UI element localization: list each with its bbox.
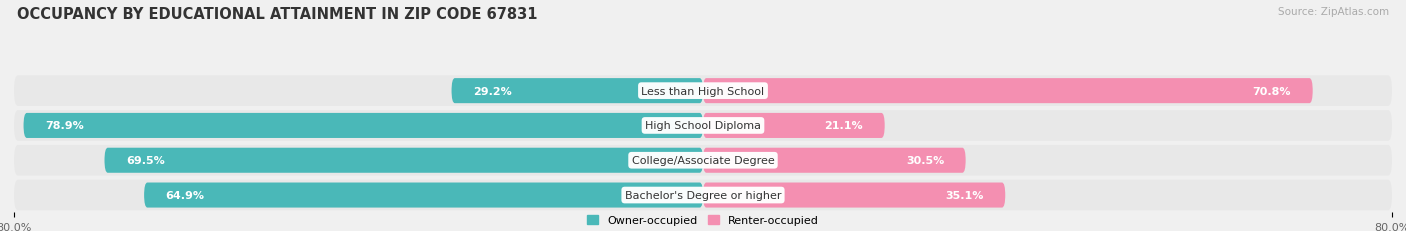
- FancyBboxPatch shape: [703, 113, 884, 138]
- Text: 21.1%: 21.1%: [824, 121, 863, 131]
- Text: 35.1%: 35.1%: [945, 190, 984, 200]
- FancyBboxPatch shape: [14, 111, 1392, 141]
- Text: 64.9%: 64.9%: [166, 190, 205, 200]
- FancyBboxPatch shape: [14, 145, 1392, 176]
- Text: 69.5%: 69.5%: [127, 155, 165, 166]
- Text: College/Associate Degree: College/Associate Degree: [631, 155, 775, 166]
- FancyBboxPatch shape: [703, 183, 1005, 208]
- FancyBboxPatch shape: [104, 148, 703, 173]
- FancyBboxPatch shape: [14, 76, 1392, 106]
- FancyBboxPatch shape: [143, 183, 703, 208]
- Text: 78.9%: 78.9%: [45, 121, 84, 131]
- Text: 30.5%: 30.5%: [905, 155, 945, 166]
- Text: Less than High School: Less than High School: [641, 86, 765, 96]
- FancyBboxPatch shape: [14, 180, 1392, 210]
- Text: Source: ZipAtlas.com: Source: ZipAtlas.com: [1278, 7, 1389, 17]
- FancyBboxPatch shape: [703, 148, 966, 173]
- Text: OCCUPANCY BY EDUCATIONAL ATTAINMENT IN ZIP CODE 67831: OCCUPANCY BY EDUCATIONAL ATTAINMENT IN Z…: [17, 7, 537, 22]
- FancyBboxPatch shape: [703, 79, 1313, 104]
- Text: High School Diploma: High School Diploma: [645, 121, 761, 131]
- Text: 29.2%: 29.2%: [472, 86, 512, 96]
- Text: 70.8%: 70.8%: [1253, 86, 1291, 96]
- Legend: Owner-occupied, Renter-occupied: Owner-occupied, Renter-occupied: [586, 215, 820, 225]
- Text: Bachelor's Degree or higher: Bachelor's Degree or higher: [624, 190, 782, 200]
- FancyBboxPatch shape: [451, 79, 703, 104]
- FancyBboxPatch shape: [24, 113, 703, 138]
